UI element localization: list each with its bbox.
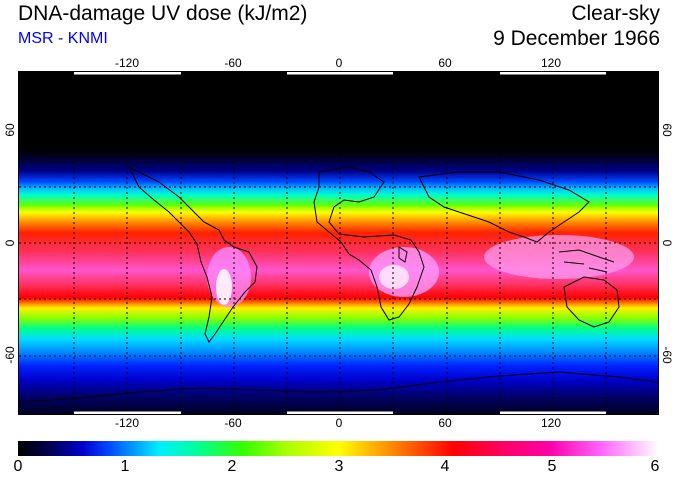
- top-lon-tick: 0: [335, 56, 343, 70]
- colorbar-tick: 3: [334, 458, 344, 475]
- map-title: DNA-damage UV dose (kJ/m2): [18, 2, 308, 25]
- source-label: MSR - KNMI: [18, 30, 108, 47]
- bottom-lon-tick: 60: [438, 416, 452, 430]
- bottom-lon-tick: -120: [114, 416, 140, 430]
- lake-coast: [398, 246, 408, 263]
- top-lon-tick: 60: [438, 56, 452, 70]
- colorbar-tick: 1: [120, 458, 130, 475]
- indonesia-coast: [558, 249, 615, 273]
- top-lon-tick: -60: [224, 56, 242, 70]
- coastlines: [19, 165, 658, 403]
- bottom-lon-tick: 0: [335, 416, 343, 430]
- date-label: 9 December 1966: [493, 27, 660, 50]
- colorbar-tick: 5: [547, 458, 557, 475]
- colorbar-tick: 4: [440, 458, 450, 475]
- left-lat-tick: -60: [3, 346, 17, 364]
- americas-coast: [127, 165, 258, 343]
- left-lat-tick: 60: [3, 123, 17, 137]
- colorbar-tick: 0: [13, 458, 23, 475]
- colorbar-tick: 6: [650, 458, 660, 475]
- top-lon-tick: 120: [540, 56, 562, 70]
- bottom-lon-tick: 120: [540, 416, 562, 430]
- africa-europe-coast: [313, 166, 425, 321]
- colorbar-tick: 2: [227, 458, 237, 475]
- right-lat-tick: -60: [660, 346, 674, 364]
- color-scale-bar: [18, 441, 659, 456]
- africa-white-spot: [379, 265, 409, 289]
- gridlines: [19, 72, 658, 414]
- andes-hotspot: [216, 269, 232, 305]
- top-lon-tick: -120: [114, 56, 140, 70]
- asia-coast: [418, 171, 590, 243]
- antarctica-coast: [19, 371, 658, 403]
- indonesia-hotspot: [484, 235, 634, 279]
- right-lat-tick: 0: [660, 239, 674, 247]
- right-lat-tick: 60: [660, 123, 674, 137]
- map-overlay: [19, 72, 658, 414]
- sky-condition-label: Clear-sky: [571, 2, 660, 25]
- uv-dose-map: [18, 71, 659, 415]
- left-lat-tick: 0: [3, 239, 17, 247]
- australia-coast: [563, 276, 620, 328]
- frame-segments: [74, 72, 606, 414]
- bottom-lon-tick: -60: [224, 416, 242, 430]
